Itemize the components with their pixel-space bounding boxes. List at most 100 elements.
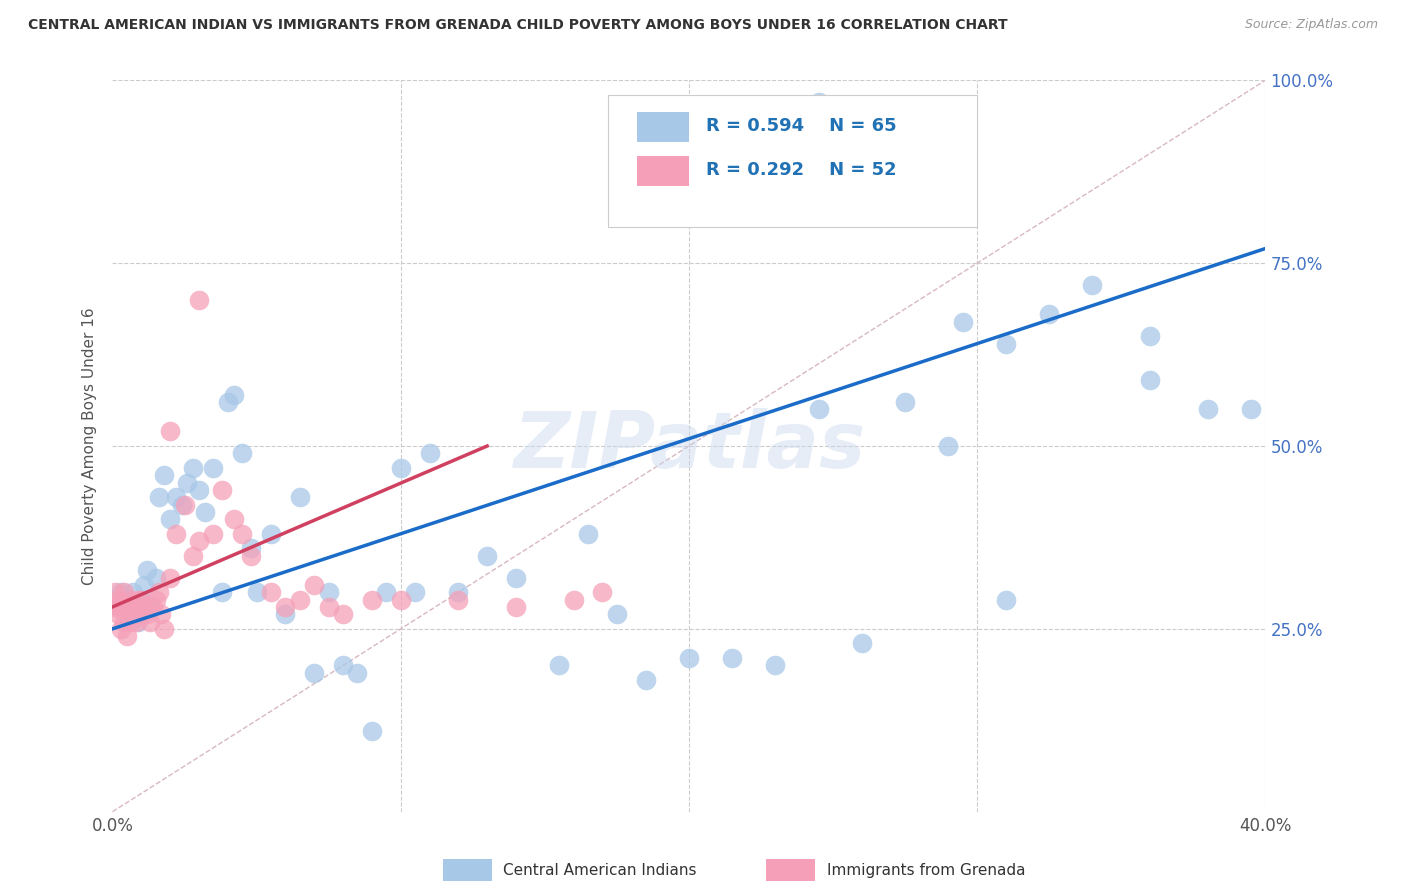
Text: R = 0.594    N = 65: R = 0.594 N = 65 xyxy=(706,118,897,136)
Immigrants from Grenada xyxy=(115,607,138,622)
Immigrants from Grenada xyxy=(129,599,153,614)
Immigrants from Grenada xyxy=(304,578,326,592)
Central American Indians xyxy=(318,585,340,599)
Immigrants from Grenada xyxy=(181,549,204,563)
Immigrants from Grenada xyxy=(110,599,132,614)
Central American Indians xyxy=(851,636,873,650)
Central American Indians xyxy=(304,665,326,680)
Immigrants from Grenada xyxy=(188,293,211,307)
Central American Indians xyxy=(170,498,193,512)
Immigrants from Grenada xyxy=(562,592,585,607)
Central American Indians xyxy=(332,658,354,673)
Immigrants from Grenada xyxy=(124,615,146,629)
Immigrants from Grenada xyxy=(231,526,253,541)
Central American Indians xyxy=(124,599,146,614)
Central American Indians xyxy=(375,585,398,599)
Immigrants from Grenada xyxy=(124,599,146,614)
Central American Indians xyxy=(110,585,132,599)
Central American Indians xyxy=(107,599,129,614)
Immigrants from Grenada xyxy=(153,622,176,636)
Central American Indians xyxy=(136,563,159,577)
Central American Indians xyxy=(121,585,143,599)
Central American Indians xyxy=(222,388,245,402)
Immigrants from Grenada xyxy=(107,607,129,622)
Immigrants from Grenada xyxy=(173,498,195,512)
Immigrants from Grenada xyxy=(148,585,170,599)
Central American Indians xyxy=(181,461,204,475)
Central American Indians xyxy=(112,599,135,614)
Immigrants from Grenada xyxy=(104,585,127,599)
Immigrants from Grenada xyxy=(211,483,233,497)
Central American Indians xyxy=(211,585,233,599)
Central American Indians xyxy=(419,446,441,460)
Central American Indians xyxy=(505,571,527,585)
Central American Indians xyxy=(231,446,253,460)
Immigrants from Grenada xyxy=(145,592,167,607)
Central American Indians xyxy=(1240,402,1263,417)
Central American Indians xyxy=(165,490,187,504)
Immigrants from Grenada xyxy=(159,571,181,585)
Text: CENTRAL AMERICAN INDIAN VS IMMIGRANTS FROM GRENADA CHILD POVERTY AMONG BOYS UNDE: CENTRAL AMERICAN INDIAN VS IMMIGRANTS FR… xyxy=(28,18,1008,32)
Immigrants from Grenada xyxy=(165,526,187,541)
Immigrants from Grenada xyxy=(121,607,143,622)
Central American Indians xyxy=(346,665,368,680)
Text: Central American Indians: Central American Indians xyxy=(503,863,697,878)
Central American Indians xyxy=(118,607,141,622)
Central American Indians xyxy=(115,592,138,607)
Central American Indians xyxy=(389,461,412,475)
Immigrants from Grenada xyxy=(188,534,211,549)
Central American Indians xyxy=(246,585,269,599)
Central American Indians xyxy=(995,592,1018,607)
Immigrants from Grenada xyxy=(115,629,138,643)
Immigrants from Grenada xyxy=(110,622,132,636)
Central American Indians xyxy=(1197,402,1219,417)
Immigrants from Grenada xyxy=(136,607,159,622)
Central American Indians xyxy=(894,395,917,409)
Central American Indians xyxy=(576,526,599,541)
Central American Indians xyxy=(129,592,153,607)
Immigrants from Grenada xyxy=(104,599,127,614)
Central American Indians xyxy=(176,475,198,490)
Central American Indians xyxy=(148,490,170,504)
Central American Indians xyxy=(807,95,830,110)
Text: R = 0.292    N = 52: R = 0.292 N = 52 xyxy=(706,161,897,179)
Immigrants from Grenada xyxy=(389,592,412,607)
Immigrants from Grenada xyxy=(274,599,297,614)
Central American Indians xyxy=(1038,307,1060,321)
Immigrants from Grenada xyxy=(112,615,135,629)
Immigrants from Grenada xyxy=(288,592,311,607)
Central American Indians xyxy=(1081,278,1104,293)
Central American Indians xyxy=(134,578,156,592)
Central American Indians xyxy=(721,651,744,665)
Immigrants from Grenada xyxy=(260,585,283,599)
Immigrants from Grenada xyxy=(447,592,470,607)
Text: Source: ZipAtlas.com: Source: ZipAtlas.com xyxy=(1244,18,1378,31)
Text: ZIPatlas: ZIPatlas xyxy=(513,408,865,484)
Immigrants from Grenada xyxy=(127,592,149,607)
Central American Indians xyxy=(765,658,787,673)
Immigrants from Grenada xyxy=(360,592,382,607)
Immigrants from Grenada xyxy=(505,599,527,614)
Central American Indians xyxy=(127,615,149,629)
Central American Indians xyxy=(634,673,657,687)
Central American Indians xyxy=(475,549,499,563)
Immigrants from Grenada xyxy=(129,592,153,607)
Central American Indians xyxy=(447,585,470,599)
Immigrants from Grenada xyxy=(239,549,262,563)
Y-axis label: Child Poverty Among Boys Under 16: Child Poverty Among Boys Under 16 xyxy=(82,307,97,585)
Central American Indians xyxy=(404,585,426,599)
Immigrants from Grenada xyxy=(159,425,181,439)
Central American Indians xyxy=(1139,373,1161,387)
Central American Indians xyxy=(548,658,571,673)
Bar xyxy=(637,155,689,186)
Central American Indians xyxy=(606,607,628,622)
Immigrants from Grenada xyxy=(592,585,614,599)
Immigrants from Grenada xyxy=(118,615,141,629)
Central American Indians xyxy=(194,505,217,519)
Central American Indians xyxy=(952,315,974,329)
Immigrants from Grenada xyxy=(332,607,354,622)
Bar xyxy=(637,112,689,143)
Central American Indians xyxy=(678,651,700,665)
Immigrants from Grenada xyxy=(142,599,165,614)
Central American Indians xyxy=(188,483,211,497)
